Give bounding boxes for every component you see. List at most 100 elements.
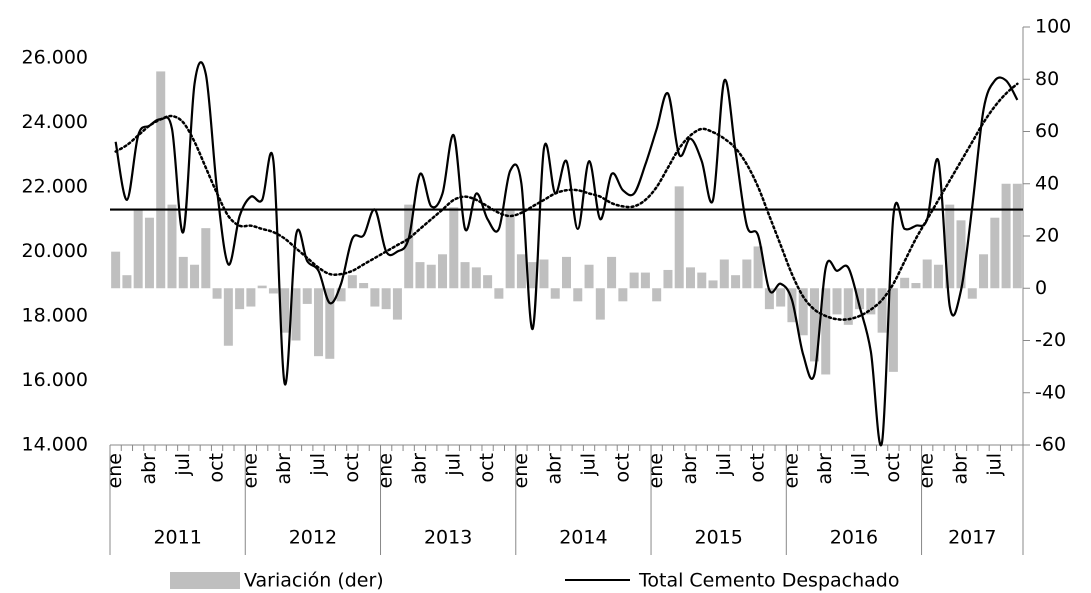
bar bbox=[235, 288, 245, 310]
x-tick-label: abr bbox=[544, 453, 566, 485]
bar bbox=[268, 288, 278, 294]
bar bbox=[404, 204, 414, 289]
x-tick-label: ene bbox=[780, 453, 802, 488]
bar bbox=[629, 272, 639, 289]
bar bbox=[190, 264, 200, 289]
y2-tick-label: 100 bbox=[1035, 16, 1071, 38]
bar bbox=[753, 246, 763, 289]
y-tick-label: 16.000 bbox=[22, 369, 88, 391]
bar bbox=[809, 288, 819, 362]
bar bbox=[539, 259, 549, 289]
bar bbox=[212, 288, 222, 299]
bar bbox=[640, 272, 650, 289]
bar bbox=[742, 259, 752, 289]
bar bbox=[370, 288, 380, 307]
bar bbox=[652, 288, 662, 302]
y-tick-label: 14.000 bbox=[22, 434, 88, 456]
bar bbox=[866, 288, 876, 315]
x-tick-label: jul bbox=[172, 453, 194, 477]
bar bbox=[314, 288, 324, 357]
bar bbox=[911, 283, 921, 289]
y2-tick-label: 60 bbox=[1035, 120, 1059, 142]
bar bbox=[922, 259, 932, 289]
bar bbox=[584, 264, 594, 289]
bar bbox=[201, 228, 211, 289]
bar bbox=[257, 285, 267, 289]
bar bbox=[877, 288, 887, 333]
legend-label: Variación (der) bbox=[244, 570, 384, 592]
bar bbox=[607, 256, 617, 289]
x-tick-label: jul bbox=[848, 453, 870, 477]
x-tick-label: abr bbox=[950, 453, 972, 485]
x-tick-label: abr bbox=[679, 453, 701, 485]
y-tick-label: 26.000 bbox=[22, 47, 88, 69]
bar bbox=[381, 288, 391, 310]
bar bbox=[764, 288, 774, 310]
bar bbox=[945, 204, 955, 289]
line bbox=[114, 61, 1019, 447]
x-tick-label: abr bbox=[814, 453, 836, 485]
bar bbox=[426, 264, 436, 289]
x-tick-label: jul bbox=[442, 453, 464, 477]
y-tick-label: 22.000 bbox=[22, 176, 88, 198]
x-tick-label: abr bbox=[138, 453, 160, 485]
x-tick-label: ene bbox=[104, 453, 126, 488]
bar bbox=[302, 288, 312, 304]
x-tick-label: ene bbox=[375, 453, 397, 488]
x-tick-label: abr bbox=[273, 453, 295, 485]
y2-tick-label: -20 bbox=[1035, 329, 1066, 351]
x-tick-label: jul bbox=[983, 453, 1005, 477]
bar bbox=[156, 71, 166, 289]
bar bbox=[280, 288, 290, 333]
bar bbox=[336, 288, 346, 302]
bar bbox=[787, 288, 797, 323]
bar bbox=[167, 204, 177, 289]
x-tick-label: ene bbox=[916, 453, 938, 488]
legend-swatch bbox=[170, 572, 240, 589]
year-label: 2016 bbox=[830, 527, 878, 549]
year-label: 2011 bbox=[153, 527, 201, 549]
bar bbox=[798, 288, 808, 336]
x-tick-label: oct bbox=[747, 453, 769, 483]
x-tick-label: ene bbox=[645, 453, 667, 488]
bar bbox=[731, 275, 741, 289]
bar bbox=[438, 254, 448, 289]
y2-tick-label: 20 bbox=[1035, 225, 1059, 247]
bar bbox=[843, 288, 853, 325]
bar bbox=[685, 267, 695, 289]
bar bbox=[708, 280, 718, 289]
bar bbox=[460, 262, 470, 289]
bar bbox=[979, 254, 989, 289]
x-tick-label: oct bbox=[611, 453, 633, 483]
bar bbox=[483, 275, 493, 289]
bar bbox=[449, 207, 459, 289]
y2-tick-label: 40 bbox=[1035, 172, 1059, 194]
bar bbox=[392, 288, 402, 320]
bar bbox=[663, 269, 673, 289]
bar bbox=[291, 288, 301, 341]
bar bbox=[505, 209, 515, 289]
y2-tick-label: 80 bbox=[1035, 68, 1059, 90]
bar bbox=[967, 288, 977, 299]
year-label: 2012 bbox=[289, 527, 337, 549]
bar bbox=[246, 288, 256, 307]
bar bbox=[855, 288, 865, 310]
bar bbox=[325, 288, 335, 359]
bar bbox=[888, 288, 898, 372]
bar bbox=[595, 288, 605, 320]
bar bbox=[223, 288, 233, 346]
x-tick-label: jul bbox=[578, 453, 600, 477]
bar bbox=[900, 277, 910, 289]
y2-tick-label: -60 bbox=[1035, 434, 1066, 456]
bar bbox=[573, 288, 583, 302]
year-label: 2017 bbox=[948, 527, 996, 549]
bar bbox=[516, 254, 526, 289]
y-tick-label: 18.000 bbox=[22, 305, 88, 327]
x-tick-label: oct bbox=[476, 453, 498, 483]
x-tick-label: ene bbox=[239, 453, 261, 488]
bar bbox=[347, 275, 357, 289]
y2-tick-label: -40 bbox=[1035, 381, 1066, 403]
x-tick-label: oct bbox=[206, 453, 228, 483]
x-tick-label: oct bbox=[341, 453, 363, 483]
